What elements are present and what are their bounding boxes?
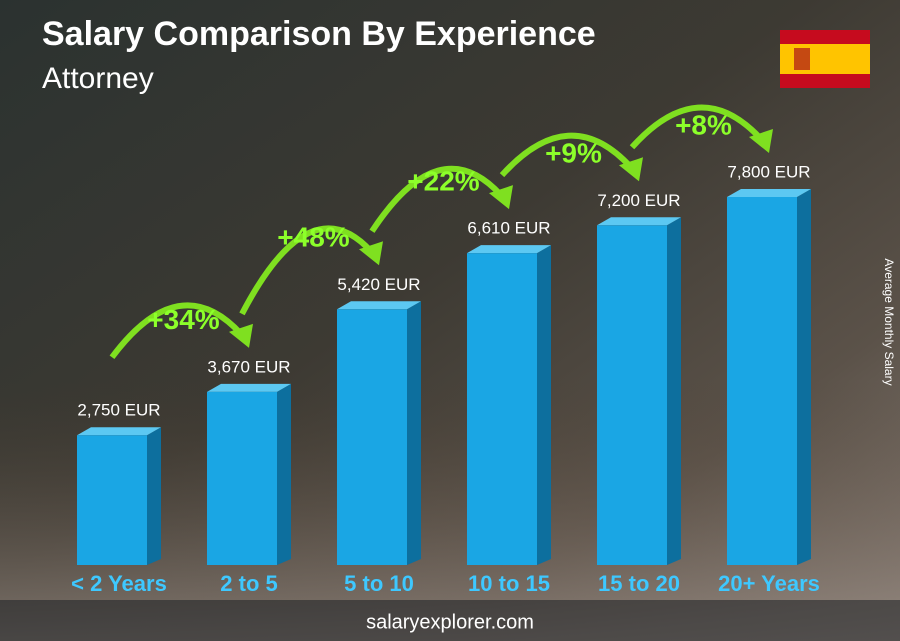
bar — [727, 197, 797, 565]
change-label: +34% — [147, 304, 219, 335]
change-label: +9% — [545, 138, 602, 169]
bar-side — [147, 427, 161, 565]
change-arrowhead — [229, 323, 253, 348]
value-label: 7,200 EUR — [597, 191, 680, 210]
footer: salaryexplorer.com — [366, 611, 534, 633]
value-label: 7,800 EUR — [727, 162, 810, 181]
bar-side — [537, 245, 551, 565]
bar-top — [467, 245, 551, 254]
flag-emblem — [794, 48, 810, 70]
x-tick-label: 10 to 15 — [468, 571, 550, 596]
change-arrowhead — [359, 241, 383, 266]
flag — [780, 30, 870, 88]
change-arrow — [499, 132, 634, 178]
change-label: +8% — [675, 109, 732, 140]
change-arrow — [109, 302, 244, 360]
bar-top — [207, 383, 291, 392]
change-arrowhead — [489, 185, 513, 210]
chart-title: Salary Comparison By Experience — [42, 15, 596, 53]
value-label: 3,670 EUR — [207, 357, 290, 376]
bar-side — [667, 217, 681, 566]
y-axis-label: Average Monthly Salary — [882, 258, 896, 385]
bar-top — [337, 301, 421, 310]
change-arrowhead — [749, 129, 773, 153]
change-arrow — [629, 104, 764, 150]
bar — [597, 225, 667, 566]
bar-top — [597, 217, 681, 226]
x-tick-label: 5 to 10 — [344, 571, 414, 596]
x-tick-label: 2 to 5 — [220, 571, 277, 596]
footer-band — [0, 600, 900, 641]
bar — [467, 253, 537, 565]
bar-top — [727, 189, 811, 197]
flag-yellow — [780, 44, 870, 74]
x-tick-label: 15 to 20 — [598, 571, 680, 596]
change-arrow — [239, 225, 374, 316]
value-label: 5,420 EUR — [337, 275, 420, 294]
change-label: +22% — [407, 166, 479, 197]
change-arrowhead — [619, 157, 643, 182]
value-label: 2,750 EUR — [77, 401, 160, 420]
bar-top — [77, 427, 161, 436]
change-arrow — [369, 165, 504, 233]
chart-subtitle: Attorney — [42, 62, 154, 95]
x-tick-label: < 2 Years — [71, 571, 167, 596]
change-label: +48% — [277, 222, 349, 253]
bar-side — [797, 189, 811, 565]
bar-side — [407, 301, 421, 565]
bar — [207, 391, 277, 565]
bar — [77, 435, 147, 565]
bar-side — [277, 383, 291, 565]
bar — [337, 309, 407, 565]
value-label: 6,610 EUR — [467, 219, 550, 238]
x-tick-label: 20+ Years — [718, 571, 820, 596]
